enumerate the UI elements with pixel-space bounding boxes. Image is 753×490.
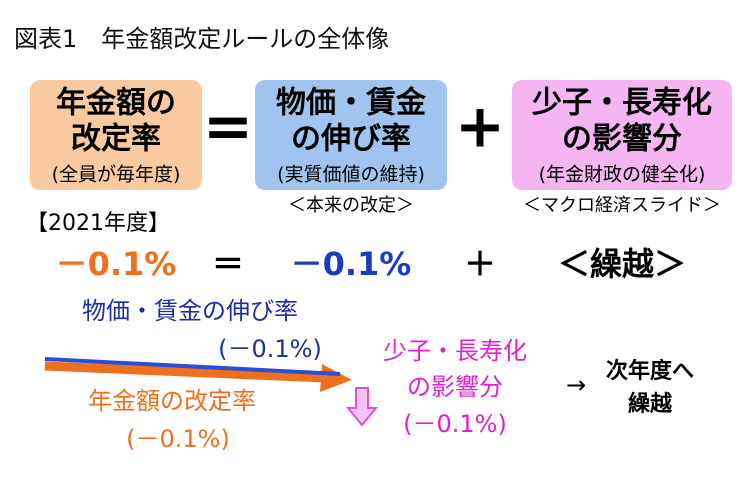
carry-label: 繰越 <box>628 391 673 417</box>
formula-value: －0.1% <box>56 245 177 283</box>
box <box>512 80 732 190</box>
box-sub: (実質価値の維持) <box>277 164 425 186</box>
arrow-head <box>320 364 352 392</box>
flow-label: (－0.1%) <box>218 335 322 363</box>
title: 図表1 年金額改定ルールの全体像 <box>14 25 389 53</box>
box-text: 改定率 <box>71 122 161 157</box>
operator: = <box>203 92 253 162</box>
formula-operator: ＝ <box>212 245 244 283</box>
note: ＜本来の改定＞ <box>288 195 414 216</box>
arrow-line <box>44 357 341 376</box>
box-sub: (全員が毎年度) <box>52 164 181 186</box>
flow-label: 物価・賃金の伸び率 <box>82 297 298 325</box>
formula-operator: ＋ <box>464 245 496 283</box>
box <box>255 80 447 190</box>
flow-label: (－0.1%) <box>403 410 507 438</box>
formula-value: －0.1% <box>291 245 412 283</box>
flow-label: 年金額の改定率 <box>88 387 256 415</box>
note: ＜マクロ経済スライド＞ <box>523 195 721 216</box>
box-text: 物価・賃金 <box>276 86 427 121</box>
operator: + <box>455 92 505 162</box>
down-arrow <box>345 387 379 427</box>
box-text: の影響分 <box>562 122 682 157</box>
box-text: 年金額の <box>56 86 176 121</box>
formula-value: ＜繰越＞ <box>558 245 686 283</box>
box-text: 少子・長寿化 <box>532 86 712 121</box>
box <box>30 80 202 190</box>
box-sub: (年金財政の健全化) <box>539 164 706 186</box>
flow-label: の影響分 <box>407 373 503 401</box>
flow-label: (－0.1%) <box>126 425 230 453</box>
year: 【2021年度】 <box>26 211 170 236</box>
box-text: の伸び率 <box>291 122 411 157</box>
flow-label: 少子・長寿化 <box>383 337 527 365</box>
arrow-text: → <box>566 371 586 399</box>
carry-label: 次年度へ <box>606 358 694 384</box>
arrow-shaft <box>44 361 326 383</box>
